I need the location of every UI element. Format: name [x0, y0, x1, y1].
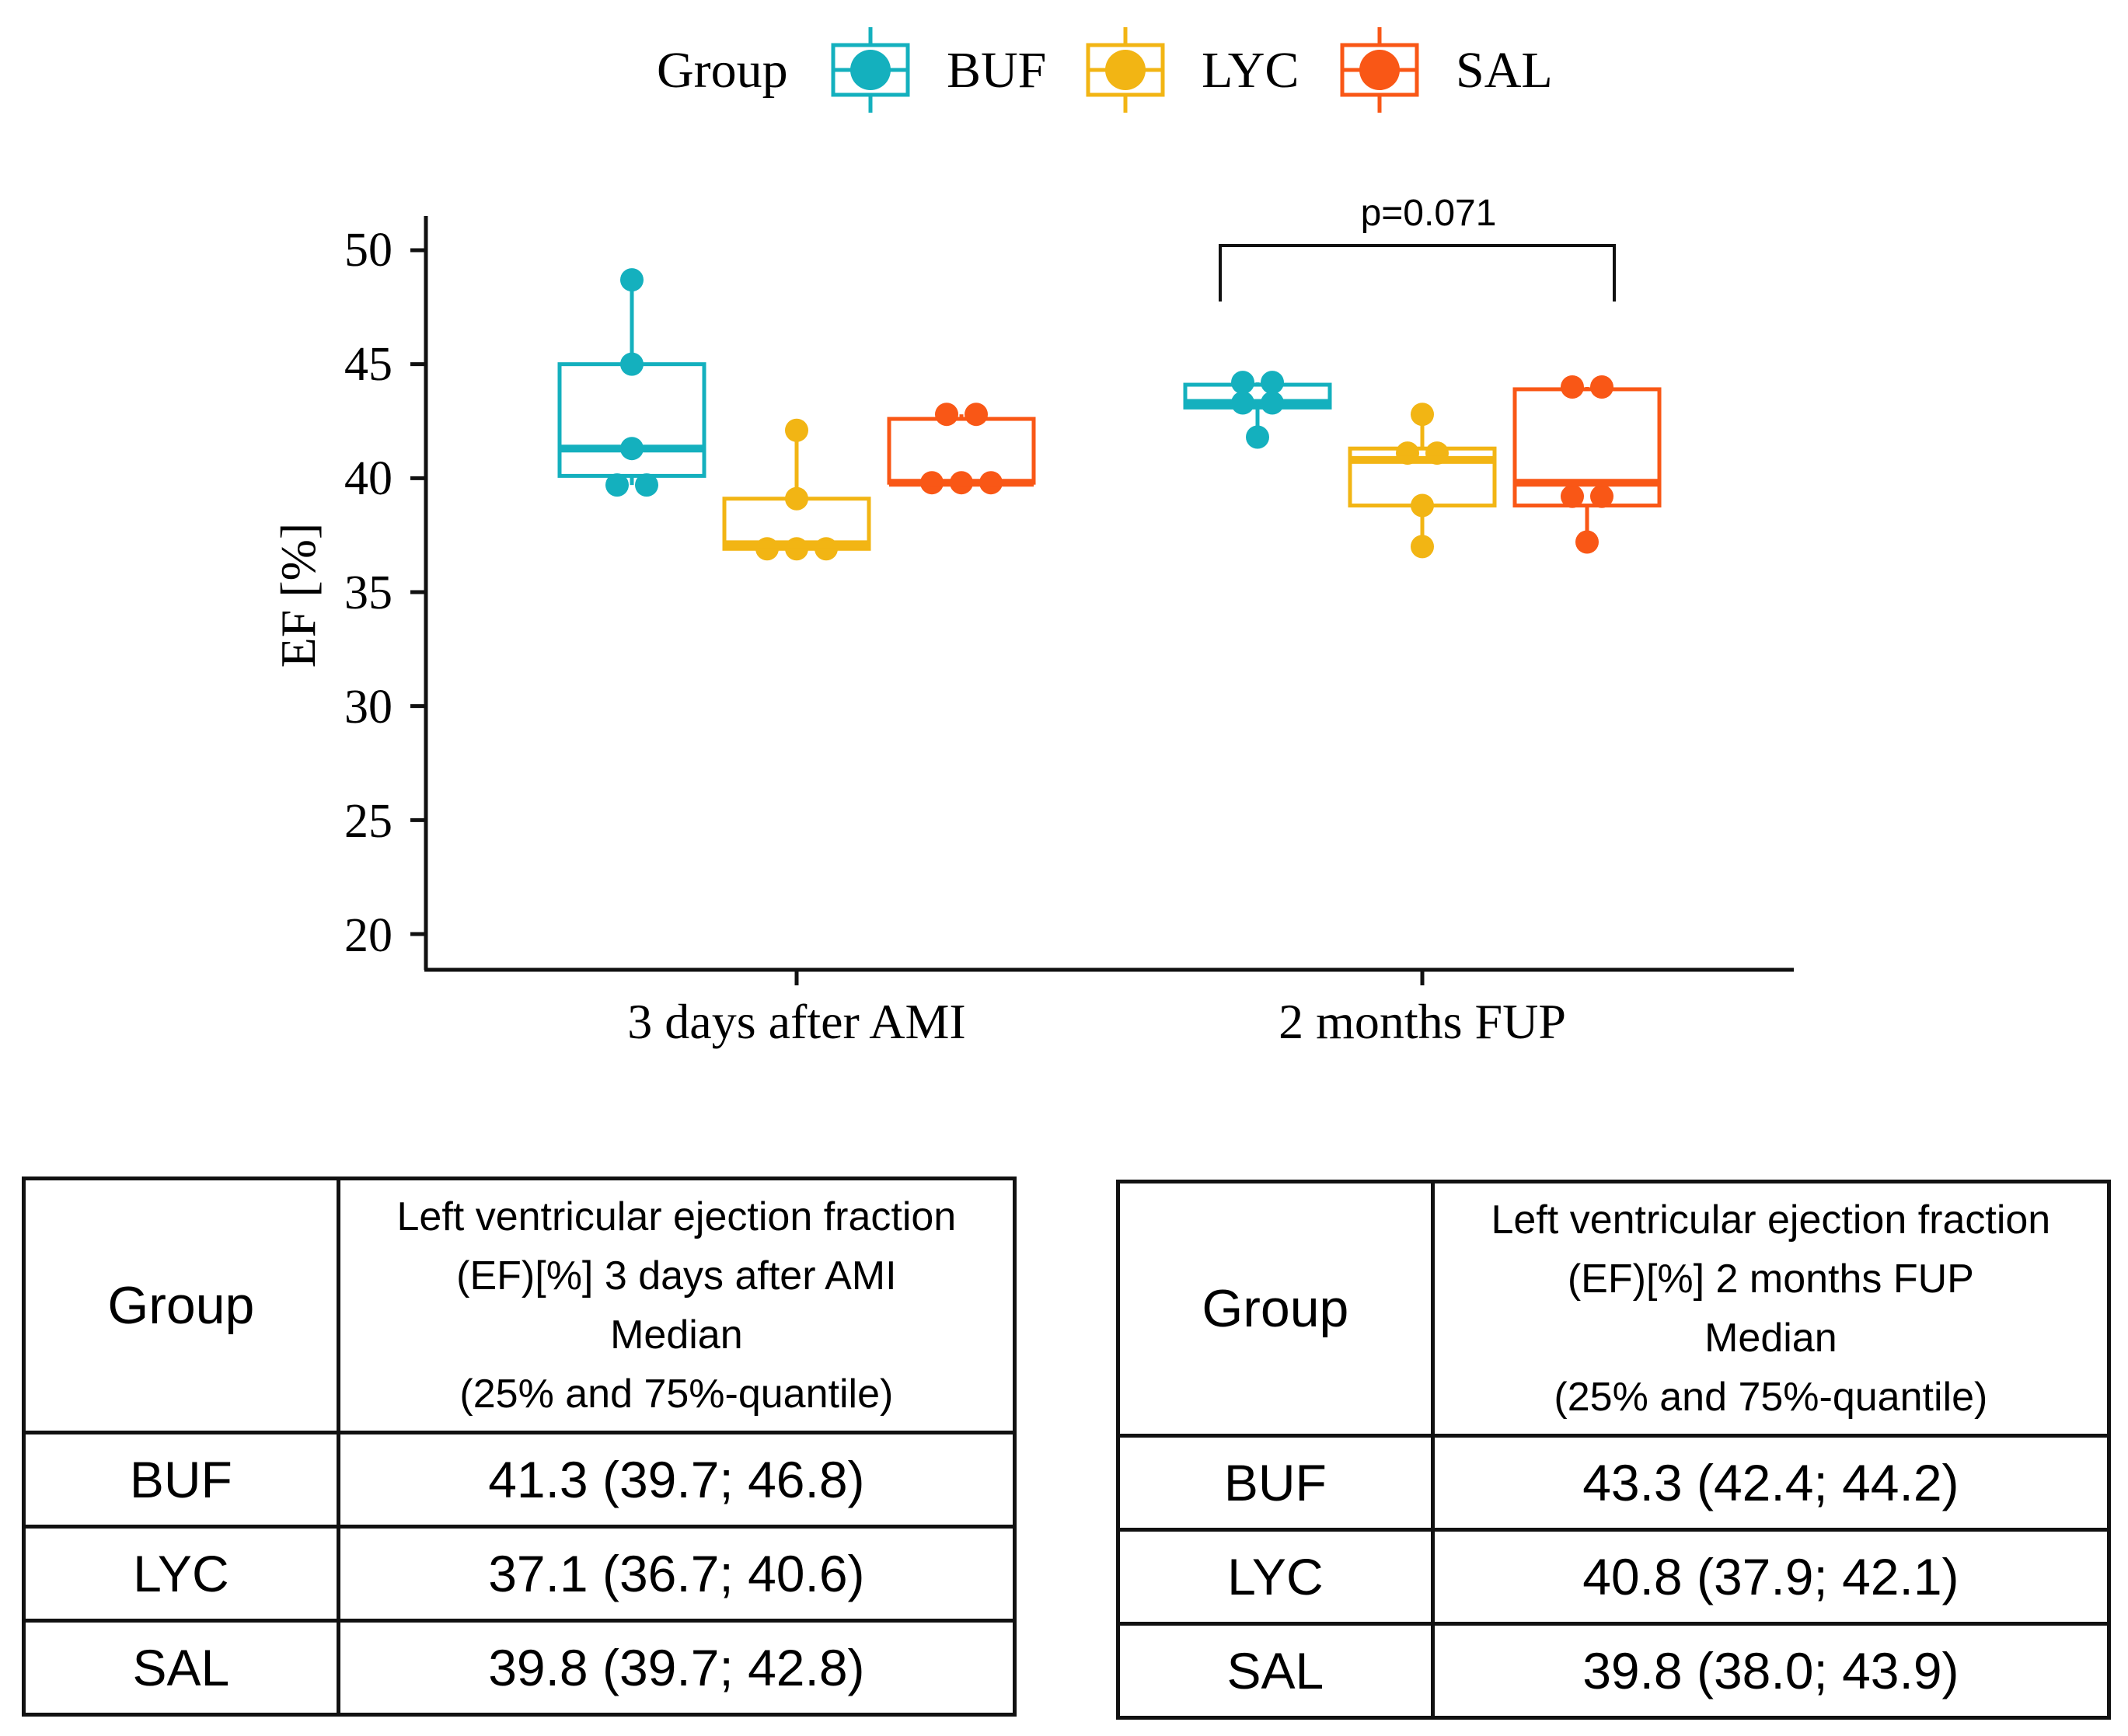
- y-tick-label: 20: [344, 909, 392, 962]
- y-tick-label: 30: [344, 681, 392, 734]
- table-row: LYC 37.1 (36.7; 40.6): [22, 1525, 1017, 1623]
- box-buf-2-months: [1183, 371, 1332, 449]
- bracket-line: [1219, 244, 1616, 302]
- data-point: [785, 486, 808, 511]
- legend-title: Group: [657, 42, 788, 99]
- y-tick-label: 50: [344, 224, 392, 277]
- ef-boxplot-chart: Group BUF LYC SAL 20 25 30 35 40 45 50 E…: [270, 27, 1794, 1049]
- data-point: [635, 473, 658, 497]
- table-row: SAL 39.8 (38.0; 43.9): [1116, 1622, 2112, 1720]
- value-cell: 40.8 (37.9; 42.1): [1430, 1528, 2112, 1626]
- y-tick-label: 40: [344, 452, 392, 505]
- data-point: [935, 403, 958, 427]
- box-lyc-3-days: [722, 418, 871, 561]
- data-point: [620, 352, 644, 376]
- header-group: Group: [1116, 1180, 1435, 1438]
- box-sal-3-days: [887, 403, 1036, 495]
- header-line: Median: [1704, 1316, 1837, 1361]
- y-tick-label: 25: [344, 795, 392, 848]
- y-axis-label: EF [%]: [270, 523, 326, 668]
- header-line: (EF)[%] 3 days after AMI: [456, 1253, 897, 1299]
- y-axis-ticks: 20 25 30 35 40 45 50: [344, 224, 426, 962]
- table-row: BUF 43.3 (42.4; 44.2): [1116, 1434, 2112, 1532]
- value-cell: 39.8 (38.0; 43.9): [1430, 1622, 2112, 1720]
- group-cell: SAL: [1116, 1622, 1435, 1720]
- table-row: BUF 41.3 (39.7; 46.8): [22, 1431, 1017, 1529]
- plot-area: [557, 268, 1662, 561]
- data-point: [1590, 484, 1613, 508]
- x-axis-ticks: 3 days after AMI 2 months FUP: [627, 970, 1566, 1049]
- legend-point: [1105, 50, 1146, 90]
- legend: Group BUF LYC SAL: [657, 27, 1553, 113]
- value-cell: 41.3 (39.7; 46.8): [336, 1431, 1017, 1529]
- table-row: LYC 40.8 (37.9; 42.1): [1116, 1528, 2112, 1626]
- header-description: Left ventricular ejection fraction (EF)[…: [1430, 1180, 2112, 1438]
- data-point: [1561, 484, 1584, 508]
- data-point: [620, 268, 644, 292]
- data-point: [1411, 535, 1434, 559]
- header-line: Left ventricular ejection fraction: [1491, 1197, 2051, 1243]
- header-line: Median: [610, 1312, 743, 1358]
- ef-table-3-days: Group Left ventricular ejection fraction…: [22, 1177, 1017, 1717]
- legend-key-sal: [1340, 27, 1419, 113]
- value-cell: 39.8 (39.7; 42.8): [336, 1619, 1017, 1717]
- legend-key-buf: [831, 27, 910, 113]
- data-point: [965, 403, 988, 427]
- x-tick-label: 2 months FUP: [1279, 994, 1566, 1049]
- box-sal-2-months: [1512, 375, 1662, 554]
- data-point: [1231, 371, 1254, 395]
- data-point: [1411, 493, 1434, 518]
- data-point: [1411, 403, 1434, 427]
- group-cell: LYC: [1116, 1528, 1435, 1626]
- data-point: [1261, 371, 1284, 395]
- legend-point: [1359, 50, 1400, 90]
- table-header-row: Group Left ventricular ejection fraction…: [1116, 1180, 2112, 1438]
- legend-label-buf: BUF: [947, 42, 1046, 99]
- data-point: [605, 473, 629, 497]
- table-row: SAL 39.8 (39.7; 42.8): [22, 1619, 1017, 1717]
- header-line: (25% and 75%-quantile): [1554, 1375, 1988, 1420]
- group-cell: BUF: [22, 1431, 340, 1529]
- data-point: [1590, 375, 1613, 399]
- box-lyc-2-months: [1348, 403, 1497, 559]
- significance-bracket: p=0.071: [1219, 193, 1616, 302]
- group-cell: SAL: [22, 1619, 340, 1717]
- value-cell: 37.1 (36.7; 40.6): [336, 1525, 1017, 1623]
- group-cell: BUF: [1116, 1434, 1435, 1532]
- group-cell: LYC: [22, 1525, 340, 1623]
- box-iqr: [1512, 387, 1662, 508]
- y-tick-label: 35: [344, 566, 392, 619]
- x-tick-label: 3 days after AMI: [627, 994, 965, 1049]
- legend-point: [850, 50, 891, 90]
- header-group: Group: [22, 1177, 340, 1434]
- legend-label-sal: SAL: [1456, 42, 1553, 99]
- header-line: (EF)[%] 2 months FUP: [1567, 1257, 1974, 1302]
- ef-table-2-months: Group Left ventricular ejection fraction…: [1116, 1180, 2112, 1720]
- y-tick-label: 45: [344, 338, 392, 391]
- header-description: Left ventricular ejection fraction (EF)[…: [336, 1177, 1017, 1434]
- value-cell: 43.3 (42.4; 44.2): [1430, 1434, 2112, 1532]
- data-point: [1561, 375, 1584, 399]
- data-point: [1575, 530, 1599, 554]
- data-point: [1246, 425, 1269, 449]
- legend-label-lyc: LYC: [1202, 42, 1299, 99]
- data-point: [785, 418, 808, 442]
- table-header-row: Group Left ventricular ejection fraction…: [22, 1177, 1017, 1434]
- box-buf-3-days: [557, 268, 706, 497]
- header-line: (25% and 75%-quantile): [459, 1372, 894, 1417]
- p-value-annotation: p=0.071: [1361, 193, 1497, 234]
- legend-key-lyc: [1086, 27, 1165, 113]
- header-line: Left ventricular ejection fraction: [396, 1194, 957, 1239]
